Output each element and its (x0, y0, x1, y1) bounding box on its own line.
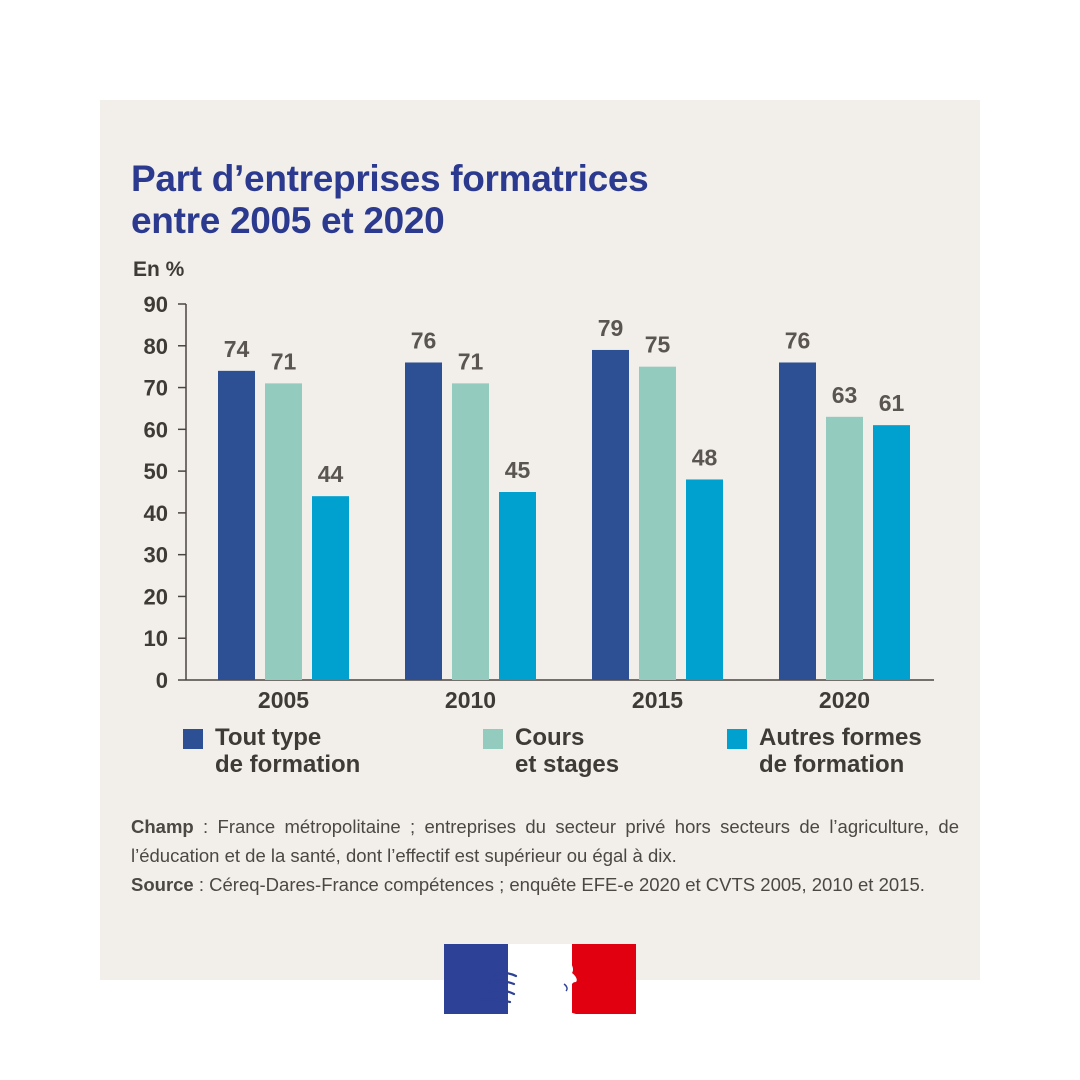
bar (265, 383, 302, 680)
y-tick-label: 60 (144, 417, 168, 442)
bar-value-label: 48 (692, 444, 718, 470)
chart-notes: Champ : France métropolitaine ; entrepri… (131, 812, 959, 899)
y-tick-label: 30 (144, 543, 168, 568)
bar (873, 425, 910, 680)
legend-label-cours-stages: Cours et stages (515, 724, 619, 778)
bar (499, 492, 536, 680)
x-category-label: 2015 (632, 687, 683, 713)
x-category-label: 2005 (258, 687, 309, 713)
bar-value-label: 71 (458, 348, 484, 374)
bar-value-label: 79 (598, 315, 624, 341)
bar-value-label: 74 (224, 336, 250, 362)
bar-value-label: 71 (271, 348, 297, 374)
y-tick-label: 40 (144, 501, 168, 526)
champ-label: Champ (131, 816, 194, 837)
legend-label-tout-type-line-1: Tout type (215, 724, 360, 751)
champ-note: Champ : France métropolitaine ; entrepri… (131, 812, 959, 870)
legend-label-tout-type-line-2: de formation (215, 751, 360, 778)
source-note: Source : Céreq-Dares-France compétences … (131, 870, 959, 899)
y-tick-label: 50 (144, 459, 168, 484)
x-category-label: 2010 (445, 687, 496, 713)
logo-blue-band (444, 944, 508, 1014)
bar (779, 362, 816, 680)
bar-value-label: 45 (505, 457, 531, 483)
bar (686, 479, 723, 680)
y-tick-label: 10 (144, 626, 168, 651)
legend-label-autres-formes-line-2: de formation (759, 751, 922, 778)
legend-label-tout-type: Tout type de formation (215, 724, 360, 778)
y-tick-label: 80 (144, 334, 168, 359)
bar (639, 367, 676, 680)
bar (826, 417, 863, 680)
bar-value-label: 76 (785, 327, 811, 353)
bar-value-label: 75 (645, 332, 671, 358)
y-tick-label: 20 (144, 584, 168, 609)
legend-label-cours-stages-line-1: Cours (515, 724, 619, 751)
legend-item-tout-type: Tout type de formation (183, 724, 360, 778)
bar (592, 350, 629, 680)
legend-item-autres-formes: Autres formes de formation (727, 724, 922, 778)
legend-label-autres-formes: Autres formes de formation (759, 724, 922, 778)
bar (405, 362, 442, 680)
x-category-label: 2020 (819, 687, 870, 713)
y-tick-label: 90 (144, 292, 168, 317)
champ-text: : France métropolitaine ; entreprises du… (131, 816, 959, 866)
legend-item-cours-stages: Cours et stages (483, 724, 619, 778)
y-tick-label: 0 (156, 668, 168, 693)
source-label: Source (131, 874, 194, 895)
bar (452, 383, 489, 680)
bar (312, 496, 349, 680)
legend-swatch-cours-stages (483, 729, 503, 749)
legend-swatch-tout-type (183, 729, 203, 749)
y-tick-label: 70 (144, 376, 168, 401)
bar-value-label: 44 (318, 461, 344, 487)
bar (218, 371, 255, 680)
y-axis-label: En % (133, 258, 185, 281)
legend-swatch-autres-formes (727, 729, 747, 749)
bar-value-label: 63 (832, 382, 858, 408)
logo-red-band (572, 944, 636, 1014)
bar-value-label: 61 (879, 390, 905, 416)
source-text: : Céreq-Dares-France compétences ; enquê… (194, 874, 925, 895)
marianne-logo (444, 944, 636, 1014)
legend-label-autres-formes-line-1: Autres formes (759, 724, 922, 751)
bar-value-label: 76 (411, 327, 437, 353)
legend-label-cours-stages-line-2: et stages (515, 751, 619, 778)
